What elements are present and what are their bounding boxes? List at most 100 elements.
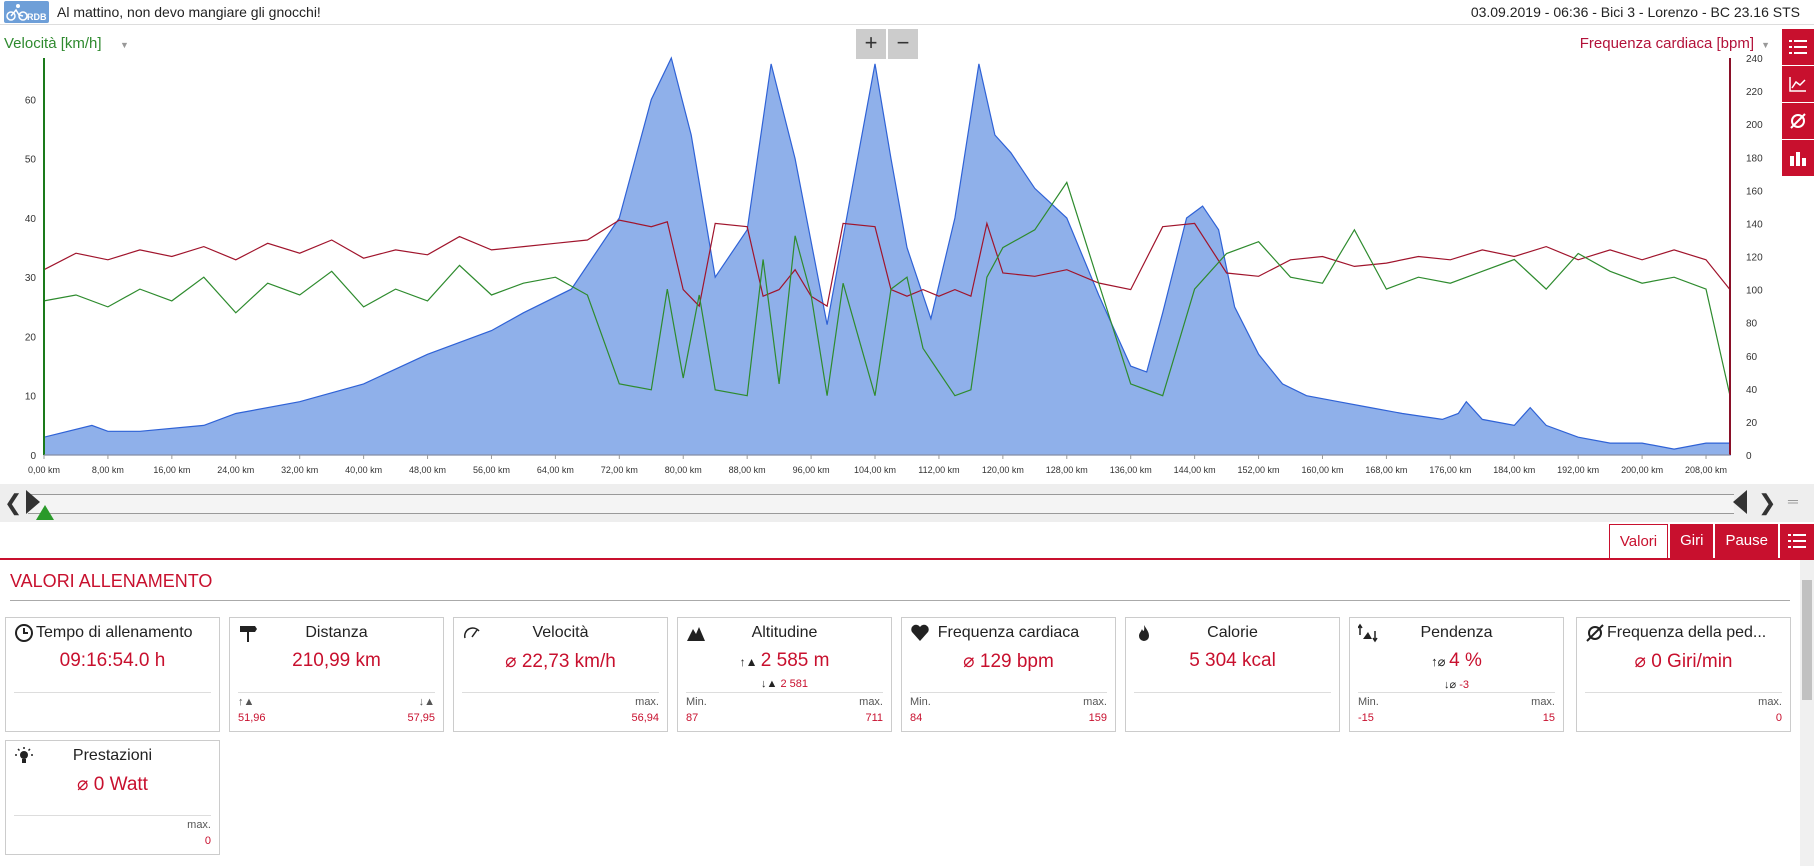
tab-giri[interactable]: Giri [1670,524,1714,558]
ascent-icon: ↑▲ [739,655,761,669]
list-icon [1788,534,1806,548]
bar-chart-button[interactable] [1782,140,1814,176]
workout-chart[interactable]: 0 10 20 30 40 50 60 0 20 40 60 80 100 120 140 160 180 200… [0,55,1780,485]
left-axis-selector[interactable]: Velocità [km/h] [4,35,102,52]
altitude-area [43,56,1731,456]
left-tick-label: 30 [25,273,37,284]
timeline-scrubber[interactable]: ❮ ❯ ═ [0,484,1814,522]
card-divider [14,692,211,693]
x-tick-label: 120,00 km [982,465,1024,475]
card-label: Pendenza [1420,624,1493,641]
average-button[interactable] [1782,103,1814,139]
scroll-right-button[interactable]: ❯ [1758,490,1777,515]
range-end-handle[interactable] [1733,490,1747,514]
right-tick-label: 140 [1746,219,1763,230]
uphill-avg-icon: ↑⌀ [1431,654,1450,669]
heart-icon [911,624,929,641]
card-label: Calorie [1207,624,1258,641]
card-divider [910,692,1107,693]
max-label: max. [635,696,659,708]
chevron-down-icon[interactable]: ▼ [1761,40,1770,50]
card-divider [238,692,435,693]
right-tick-label: 20 [1746,418,1758,429]
card-distanza[interactable]: Distanza 210,99 km ↑▲ ↓▲ 51,96 57,95 [229,617,444,732]
min-value: -15 [1358,712,1374,724]
downhill-avg-value: -3 [1459,679,1469,691]
list-button[interactable] [1782,29,1814,65]
descent-icon: ↓▲ [761,678,781,690]
card-cadenza[interactable]: Frequenza della ped... ⌀ 0 Giri/min max.… [1576,617,1791,732]
tab-menu-button[interactable] [1780,524,1814,558]
card-divider [1358,692,1555,693]
card-label: Frequenza cardiaca [937,624,1080,641]
line-chart-button[interactable] [1782,66,1814,102]
card-prestazioni[interactable]: Prestazioni ⌀ 0 Watt max. 0 [5,740,220,855]
speed-line [43,181,1731,397]
max-label: max. [1758,696,1782,708]
app-logo[interactable]: RDB [4,1,49,23]
tab-underline [0,558,1814,560]
max-value: 15 [1542,712,1555,724]
x-tick-label: 192,00 km [1557,465,1599,475]
descent-value: 2 581 [780,678,808,690]
x-tick-label: 8,00 km [92,465,124,475]
scrollbar-thumb[interactable] [1802,580,1812,700]
section-title: VALORI ALLENAMENTO [10,571,213,591]
scrubber-menu-button[interactable]: ═ [1788,493,1798,509]
max-label: max. [187,819,211,831]
card-calorie[interactable]: Calorie 5 304 kcal [1125,617,1340,732]
x-tick-label: 40,00 km [345,465,382,475]
x-tick-label: 32,00 km [281,465,318,475]
x-tick-label: 128,00 km [1046,465,1088,475]
position-marker[interactable] [36,505,54,520]
card-velocita[interactable]: Velocità ⌀ 22,73 km/h max. 56,94 [453,617,668,732]
bar-chart-icon [1790,152,1806,166]
max-value: 56,94 [631,712,659,724]
x-tick-label: 136,00 km [1110,465,1152,475]
card-label: Distanza [305,624,368,641]
card-label: Altitudine [751,624,818,641]
tab-valori[interactable]: Valori [1608,524,1669,559]
card-label: Velocità [532,624,589,641]
card-label: Prestazioni [72,747,153,764]
ascent-value: 2 585 m [760,650,830,671]
card-label: Tempo di allenamento [36,624,193,641]
zoom-in-button[interactable]: + [856,29,886,59]
left-tick-label: 20 [25,332,37,343]
card-value: ⌀ 22,73 km/h [505,651,616,672]
min-label: Min. [686,696,707,708]
min-label: Min. [1358,696,1379,708]
clock-icon [15,624,33,642]
card-divider [686,692,883,693]
card-divider [462,692,659,693]
right-tick-label: 40 [1746,385,1758,396]
card-sub: ↓▲ 2 581 [678,678,891,690]
x-tick-label: 168,00 km [1365,465,1407,475]
uphill-icon: ↑▲ [238,696,255,708]
panel-scrollbar[interactable] [1800,560,1814,866]
card-pendenza[interactable]: Pendenza ↑⌀ 4 % ↓⌀ -3 Min. max. -15 15 [1349,617,1564,732]
x-tick-label: 176,00 km [1429,465,1471,475]
uphill-avg-value: 4 % [1449,650,1482,671]
x-tick-label: 104,00 km [854,465,896,475]
line-chart-icon [1789,77,1806,92]
x-tick-label: 208,00 km [1685,465,1727,475]
card-tempo[interactable]: Tempo di allenamento 09:16:54.0 h [5,617,220,732]
max-value: 0 [204,835,211,847]
tab-pause[interactable]: Pause [1715,524,1778,558]
max-value: 159 [1088,712,1107,724]
zoom-out-button[interactable]: − [888,29,918,59]
max-label: max. [1531,696,1555,708]
scroll-left-button[interactable]: ❮ [4,490,23,515]
right-axis-selector[interactable]: Frequenza cardiaca [bpm] [1579,35,1754,52]
card-frequenza-cardiaca[interactable]: Frequenza cardiaca ⌀ 129 bpm Min. max. 8… [901,617,1116,732]
card-value: ⌀ 129 bpm [963,651,1054,672]
scrubber-track[interactable] [28,494,1734,514]
left-tick-label: 40 [25,214,37,225]
chevron-down-icon[interactable]: ▼ [120,40,129,50]
workout-title: Al mattino, non devo mangiare gli gnocch… [57,4,321,20]
left-tick-label: 60 [25,95,37,106]
speedometer-icon [463,627,480,639]
card-altitudine[interactable]: Altitudine ↑▲ 2 585 m ↓▲ 2 581 Min. max.… [677,617,892,732]
x-tick-label: 152,00 km [1238,465,1280,475]
